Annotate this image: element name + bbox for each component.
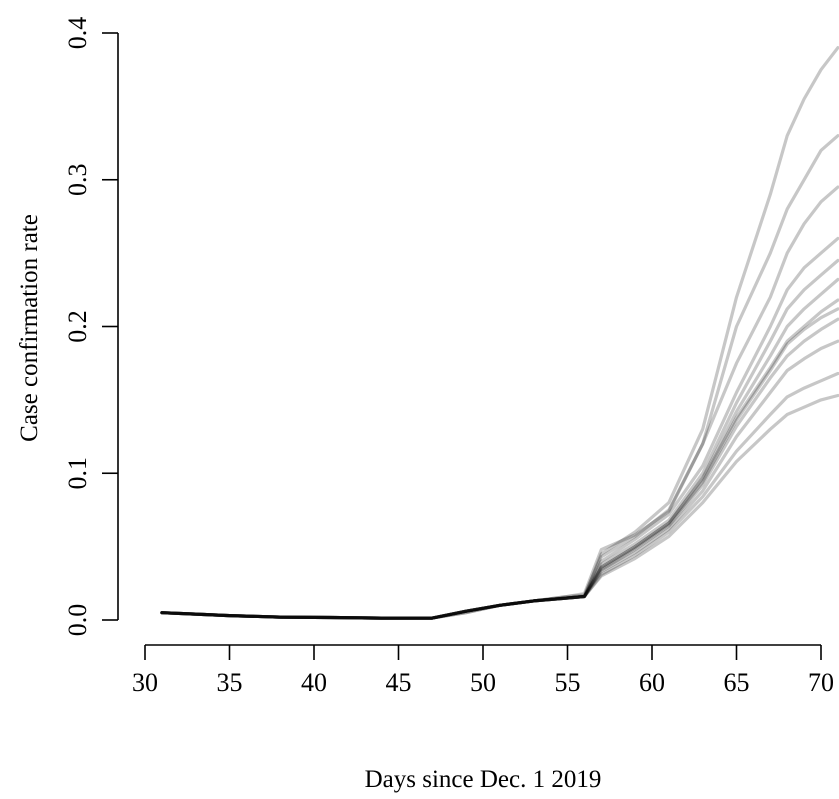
series-line-6	[160, 298, 839, 620]
x-tick-label-65: 65	[724, 668, 750, 697]
series-line-12	[160, 307, 839, 620]
y-tick-label-0.4: 0.4	[63, 17, 92, 50]
series-line-1	[160, 134, 839, 620]
x-axis-title: Days since Dec. 1 2019	[365, 766, 602, 793]
series-line-9	[160, 371, 839, 620]
x-tick-label-70: 70	[808, 668, 834, 697]
x-tick-label-40: 40	[301, 668, 327, 697]
series-line-11	[160, 46, 839, 620]
series-line-5	[160, 277, 839, 620]
x-tick-label-55: 55	[555, 668, 581, 697]
series-layer	[160, 46, 839, 620]
x-tick-label-45: 45	[386, 668, 412, 697]
y-axis-title: Case confirmation rate	[16, 214, 43, 442]
series-line-7	[160, 317, 839, 620]
y-tick-label-0.2: 0.2	[63, 310, 92, 343]
x-tick-label-30: 30	[132, 668, 158, 697]
y-tick-label-0.0: 0.0	[63, 604, 92, 637]
series-line-10	[160, 393, 839, 620]
y-tick-label-0.1: 0.1	[63, 457, 92, 490]
axes-layer: 30 35 40 45 50 55 60 65 70 0.0 0.1 0.2 0.3 0.4	[63, 17, 834, 697]
series-line-2	[160, 185, 839, 620]
y-tick-label-0.3: 0.3	[63, 164, 92, 197]
x-tick-label-50: 50	[470, 668, 496, 697]
x-tick-label-35: 35	[217, 668, 243, 697]
series-line-3	[160, 236, 839, 620]
series-line-4	[160, 258, 839, 620]
series-line-8	[160, 339, 839, 620]
x-tick-label-60: 60	[639, 668, 665, 697]
